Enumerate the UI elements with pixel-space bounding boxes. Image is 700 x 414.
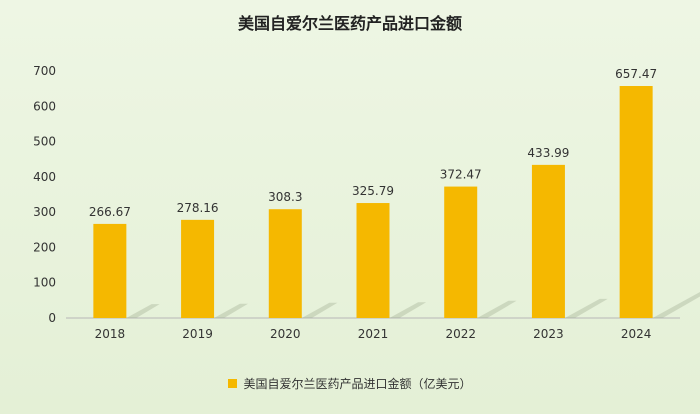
x-tick-label: 2021 xyxy=(358,327,389,341)
bar xyxy=(181,219,215,318)
bar-shadow xyxy=(652,291,700,318)
y-tick-label: 700 xyxy=(33,64,56,78)
bar-shadow xyxy=(477,300,517,318)
bar xyxy=(356,203,390,318)
data-label: 278.16 xyxy=(177,201,219,215)
bar xyxy=(93,223,127,318)
bar-shadow xyxy=(389,302,427,318)
x-tick-label: 2022 xyxy=(445,327,476,341)
y-tick-label: 100 xyxy=(33,276,56,290)
y-tick-label: 200 xyxy=(33,240,56,254)
x-tick-label: 2023 xyxy=(533,327,564,341)
legend-label: 美国自爱尔兰医药产品进口金额（亿美元） xyxy=(243,377,472,391)
bar-shadow xyxy=(564,298,608,318)
legend: 美国自爱尔兰医药产品进口金额（亿美元） xyxy=(0,375,700,392)
x-tick-label: 2019 xyxy=(182,327,213,341)
y-tick-label: 500 xyxy=(33,135,56,149)
y-tick-label: 300 xyxy=(33,205,56,219)
bar-shadow xyxy=(301,302,338,318)
y-tick-label: 600 xyxy=(33,99,56,113)
data-label: 266.67 xyxy=(89,205,131,219)
data-label: 372.47 xyxy=(440,168,482,182)
data-label: 325.79 xyxy=(352,184,394,198)
bar xyxy=(268,209,302,318)
x-tick-label: 2020 xyxy=(270,327,301,341)
data-label: 657.47 xyxy=(615,67,657,81)
bar-shadow xyxy=(126,304,160,318)
x-tick-label: 2018 xyxy=(95,327,126,341)
bar xyxy=(444,186,478,318)
data-label: 308.3 xyxy=(268,190,302,204)
legend-swatch xyxy=(228,379,238,388)
chart-title: 美国自爱尔兰医药产品进口金额 xyxy=(237,14,462,33)
y-tick-label: 0 xyxy=(48,311,56,325)
y-tick-label: 400 xyxy=(33,170,56,184)
bar-shadow xyxy=(214,303,248,318)
x-tick-label: 2024 xyxy=(621,327,652,341)
bar xyxy=(619,86,653,318)
data-label: 433.99 xyxy=(527,146,569,160)
bar xyxy=(531,164,565,318)
